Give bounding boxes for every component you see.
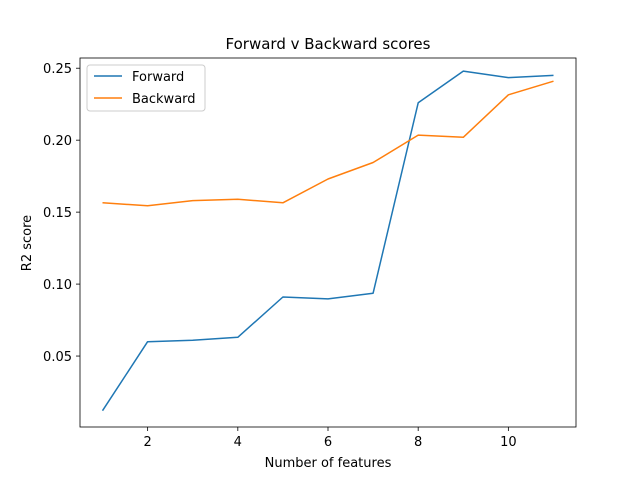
y-tick-label: 0.20 (43, 134, 72, 149)
x-tick-label: 4 (234, 435, 242, 450)
y-tick-label: 0.15 (43, 206, 72, 221)
legend-label-backward: Backward (132, 92, 196, 107)
series-line-backward (102, 80, 554, 207)
x-axis-label: Number of features (265, 456, 392, 471)
plot-area (101, 70, 554, 412)
x-axis: 2 4 6 8 10 (143, 427, 517, 450)
x-tick-label: 6 (324, 435, 332, 450)
y-axis: 0.05 0.10 0.15 0.20 0.25 (43, 62, 80, 365)
y-tick-label: 0.25 (43, 62, 72, 77)
x-tick-label: 8 (414, 435, 422, 450)
chart-title: Forward v Backward scores (226, 35, 431, 53)
y-axis-label: R2 score (20, 215, 35, 271)
legend-label-forward: Forward (132, 70, 184, 85)
legend: Forward Backward (86, 64, 206, 112)
x-tick-label: 10 (500, 435, 517, 450)
y-tick-label: 0.10 (43, 278, 72, 293)
y-tick-label: 0.05 (43, 350, 72, 365)
x-tick-label: 2 (143, 435, 151, 450)
series-line-forward (101, 70, 554, 412)
